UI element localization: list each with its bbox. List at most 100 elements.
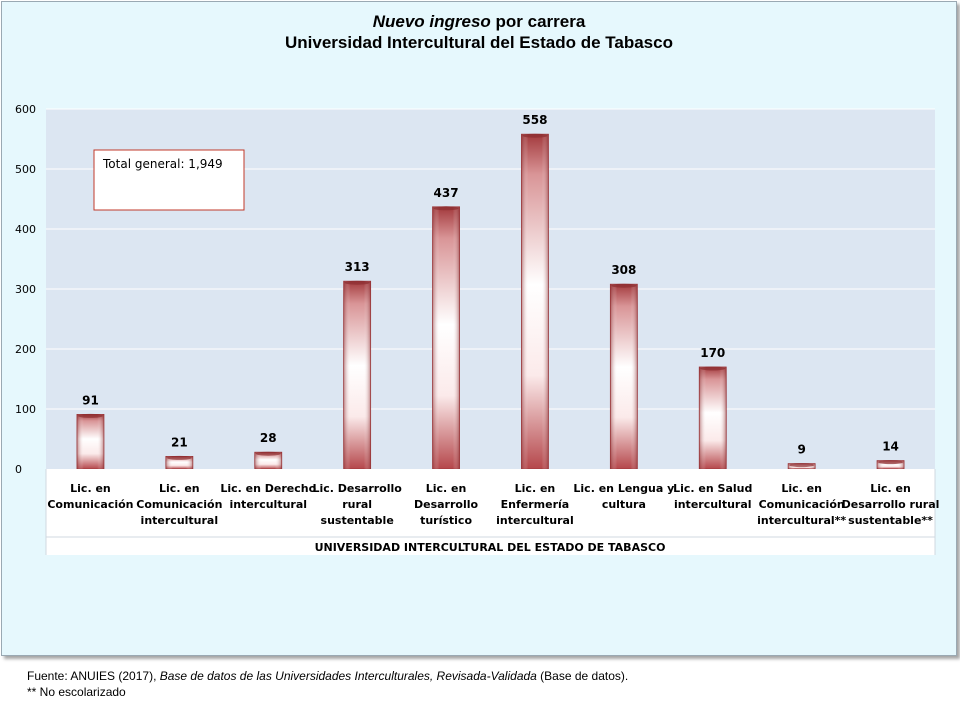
source-line: Fuente: ANUIES (2017), Base de datos de … [27,668,628,684]
data-label: 9 [797,443,805,457]
category-label-line: Lic. en [870,482,911,495]
bar [76,413,105,470]
category-label: Lic. en Comunicación intercultural [136,482,222,527]
chart-frame: Nuevo ingreso por carrera Universidad In… [1,1,957,656]
category-axis-area [46,469,935,555]
source-prefix: Fuente: ANUIES (2017), [27,669,160,683]
y-tick-label: 200 [15,343,36,356]
category-labels: Lic. en Comunicación Lic. en Comunicación in… [47,482,939,527]
bar-cap [255,451,281,456]
category-label-line: sustentable** [848,514,933,527]
category-label-line: Comunicación [47,498,133,511]
category-label-line: Lic. en [159,482,200,495]
annotation-text: Total general: 1,949 [102,157,223,171]
bar [254,451,283,470]
bar [698,366,727,470]
category-label: Lic. en Desarrollo turístico [414,482,479,527]
category-label-line: Lic. en Lengua y [573,482,674,495]
category-label-line: rural [342,498,372,511]
category-label-line: Lic. en Salud [673,482,752,495]
category-label-line: intercultural [229,498,307,511]
category-label-line: Lic. en [70,482,111,495]
category-label: Lic. en Desarrollo rural sustentable** [842,482,940,527]
category-label: Lic. en Enfermería intercultural [496,482,574,527]
category-label-line: Lic. en [781,482,822,495]
chart-title-line2: Universidad Intercultural del Estado de … [285,33,673,52]
bar-cap [344,280,370,285]
data-label: 437 [434,186,459,200]
bar-shade [877,460,905,469]
source-note: Fuente: ANUIES (2017), Base de datos de … [27,668,628,700]
category-label: Lic. en Comunicación [47,482,133,511]
footnote: ** No escolarizado [27,685,126,699]
bar-cap [166,455,192,460]
category-label: Lic. en Salud intercultural [673,482,752,511]
data-label: 558 [522,113,547,127]
bar-cap [77,413,103,418]
bar-cap [789,463,815,468]
title-italic: Nuevo ingreso [373,12,491,31]
bar [165,455,194,470]
bar-shade [610,284,638,469]
category-label-line: Desarrollo rural [842,498,940,511]
bar-shade [521,134,549,469]
group-label: UNIVERSIDAD INTERCULTURAL DEL ESTADO DE … [315,541,666,554]
data-label: 91 [82,393,99,407]
bar-cap [433,206,459,211]
y-axis-ticks: 0 100 200 300 400 500 600 [15,103,36,476]
bar [609,283,638,470]
bar [787,463,816,470]
category-label-line: Comunicación [759,498,845,511]
category-label-line: Desarrollo [414,498,479,511]
annotation-box [93,149,245,211]
y-tick-label: 100 [15,403,36,416]
data-label: 308 [611,263,636,277]
category-label: Lic. en Derecho intercultural [220,482,316,511]
source-suffix: (Base de datos). [536,669,629,683]
y-tick-label: 300 [15,283,36,296]
category-label: Lic. en Comunicación intercultural** [757,482,846,527]
bar-shade [432,206,460,470]
category-label-line: Lic. en Derecho [220,482,316,495]
bar [343,280,372,470]
gridlines [46,108,935,410]
bar-shade [343,281,371,469]
category-label-line: intercultural [141,514,219,527]
data-label: 14 [882,440,899,454]
category-label: Lic. Desarrollo rural sustentable [312,482,402,527]
chart-title-line1: Nuevo ingreso por carrera [373,12,586,31]
category-label-line: intercultural [496,514,574,527]
category-label-line: Lic. Desarrollo [312,482,402,495]
y-tick-label: 0 [15,463,22,476]
y-tick-label: 600 [15,103,36,116]
y-tick-label: 400 [15,223,36,236]
data-label: 170 [700,346,725,360]
bar [876,460,905,470]
data-label: 28 [260,431,277,445]
bar-cap [700,366,726,371]
category-label-line: Comunicación [136,498,222,511]
category-label-line: Enfermería [501,498,570,511]
bar-shade [254,452,282,469]
category-label-line: intercultural** [757,514,846,527]
bar-cap [878,460,904,465]
category-label-line: turístico [420,514,472,527]
bars [76,133,905,470]
bar-cap [611,283,637,288]
bar-shade [76,414,104,469]
bar [432,206,460,470]
data-label: 313 [345,260,370,274]
title-rest: por carrera [491,12,586,31]
category-label-line: Lic. en [426,482,467,495]
category-label: Lic. en Lengua y cultura [573,482,674,511]
data-labels: 91 21 28 313 437 558 308 170 9 14 [82,113,899,456]
bar-shade [699,367,727,469]
data-label: 21 [171,435,188,449]
y-tick-label: 500 [15,163,36,176]
category-label-line: cultura [602,498,646,511]
category-label-line: Lic. en [515,482,556,495]
source-italic: Base de datos de las Universidades Inter… [159,669,537,683]
bar-chart: Nuevo ingreso por carrera Universidad In… [15,12,939,555]
bar-cap [522,133,548,138]
category-label-line: sustentable [321,514,394,527]
